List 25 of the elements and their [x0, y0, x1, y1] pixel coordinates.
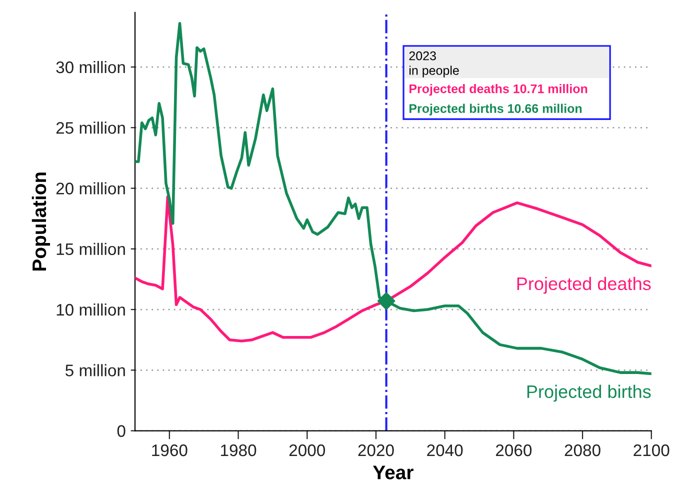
annotation: Projected deaths 10.71 million: [410, 84, 588, 96]
y-tick-label: 10 million: [56, 303, 125, 316]
x-tick-label: 2100: [634, 444, 670, 456]
annotation: 2023: [409, 51, 436, 60]
y-tick-label: 30 million: [56, 60, 125, 74]
x-tick-label: 2020: [358, 444, 394, 456]
y-tick-label: 15 million: [56, 242, 125, 256]
annotation: in people: [410, 66, 459, 78]
line-series: [135, 195, 652, 342]
x-tick-label: 2060: [496, 444, 532, 456]
series-label: Projected deaths: [517, 276, 651, 294]
series-label: Projected births: [527, 384, 651, 402]
line-series: [135, 22, 652, 376]
x-axis-title: Year: [372, 466, 414, 480]
x-tick-label: 2000: [289, 444, 326, 456]
y-tick-label: 20 million: [56, 182, 125, 194]
annotation: Projected births 10.66 million: [410, 104, 582, 116]
x-tick-label: 1980: [221, 444, 256, 456]
y-tick-label: 25 million: [56, 122, 125, 134]
x-tick-label: 1960: [152, 444, 188, 456]
x-tick-label: 2080: [564, 444, 600, 456]
y-axis-title: Population: [32, 172, 50, 271]
y-tick-label: 0: [117, 425, 126, 437]
x-tick-label: 2040: [427, 444, 463, 456]
y-tick-label: 5 million: [66, 364, 125, 376]
